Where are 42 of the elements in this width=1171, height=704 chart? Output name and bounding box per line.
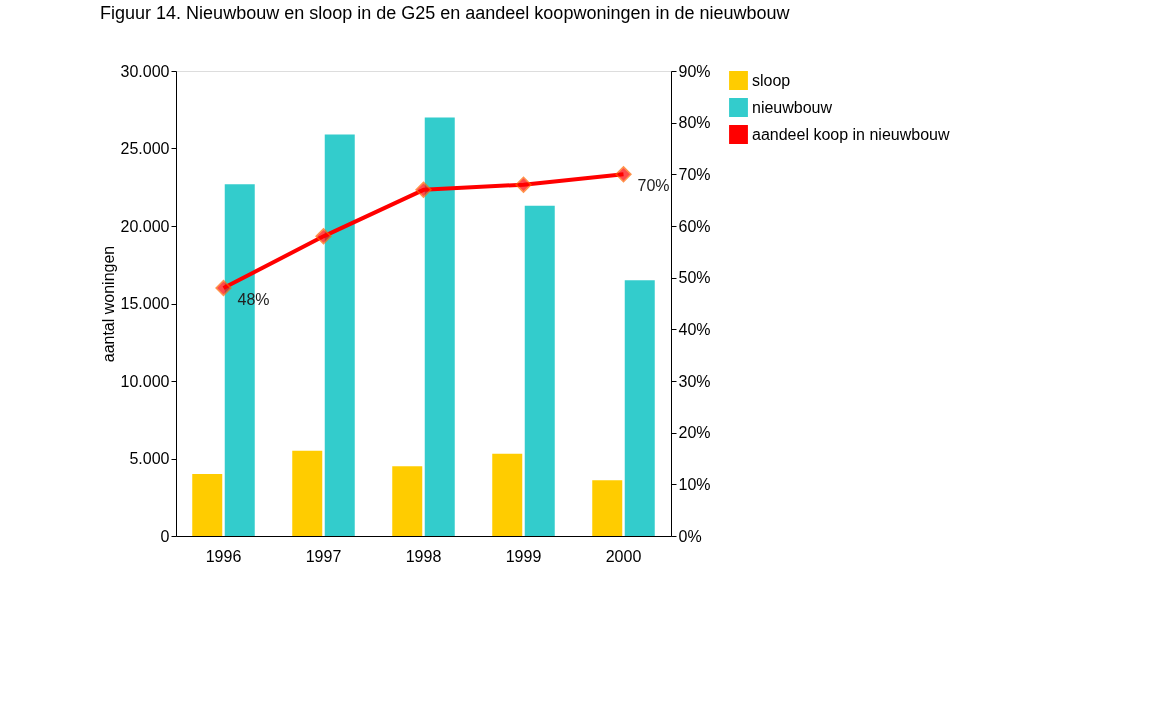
- x-tick-label: 1997: [305, 547, 342, 565]
- point: [215, 279, 232, 297]
- bar: [392, 466, 423, 536]
- y2-tick-label: 50%: [678, 269, 711, 287]
- bar: [492, 453, 523, 536]
- point: [315, 228, 332, 245]
- chart-title: Figuur 14. Nieuwbouw en sloop in de G25 en aandeel koopwoningen in de nieuwbouw: [100, 3, 791, 23]
- y-tick-label: 5.000: [129, 450, 170, 467]
- bar: [324, 134, 355, 536]
- legend-label: aandeel koop in nieuwbouw: [752, 125, 950, 143]
- y-tick-label: 15.000: [120, 295, 170, 312]
- y2-tick-label: 80%: [678, 114, 711, 132]
- bar: [592, 480, 623, 536]
- y-tick-label: 0: [160, 527, 170, 545]
- bar: [524, 205, 555, 536]
- y2-tick-label: 20%: [678, 424, 711, 442]
- y-axis-title: aantal woningen: [99, 245, 117, 363]
- y2-tick-label: 40%: [678, 320, 711, 338]
- bar: [624, 280, 655, 536]
- y-tick-label: 10.000: [120, 372, 170, 390]
- legend-label: sloop: [752, 71, 791, 89]
- legend-label: nieuwbouw: [752, 98, 833, 116]
- y2-tick-label: 30%: [678, 372, 711, 390]
- y2-tick-label: 90%: [678, 62, 711, 80]
- point: [415, 181, 432, 198]
- bar: [292, 450, 323, 536]
- y-tick-label: 30.000: [120, 62, 170, 80]
- y2-tick-label: 0%: [678, 527, 702, 545]
- x-tick-label: 1998: [405, 547, 442, 565]
- y2-tick-label: 70%: [678, 165, 711, 183]
- x-tick-label: 2000: [605, 547, 642, 565]
- bar: [424, 117, 455, 536]
- data-label: 70%: [637, 177, 670, 195]
- bar: [192, 474, 223, 536]
- y-tick-label: 25.000: [120, 140, 170, 157]
- x-tick-label: 1996: [205, 547, 242, 565]
- y-tick-label: 20.000: [120, 217, 170, 235]
- y2-tick-label: 10%: [678, 475, 711, 493]
- point: [615, 166, 632, 183]
- point: [515, 176, 532, 193]
- y2-tick-label: 60%: [678, 217, 711, 235]
- x-tick-label: 1999: [505, 547, 542, 565]
